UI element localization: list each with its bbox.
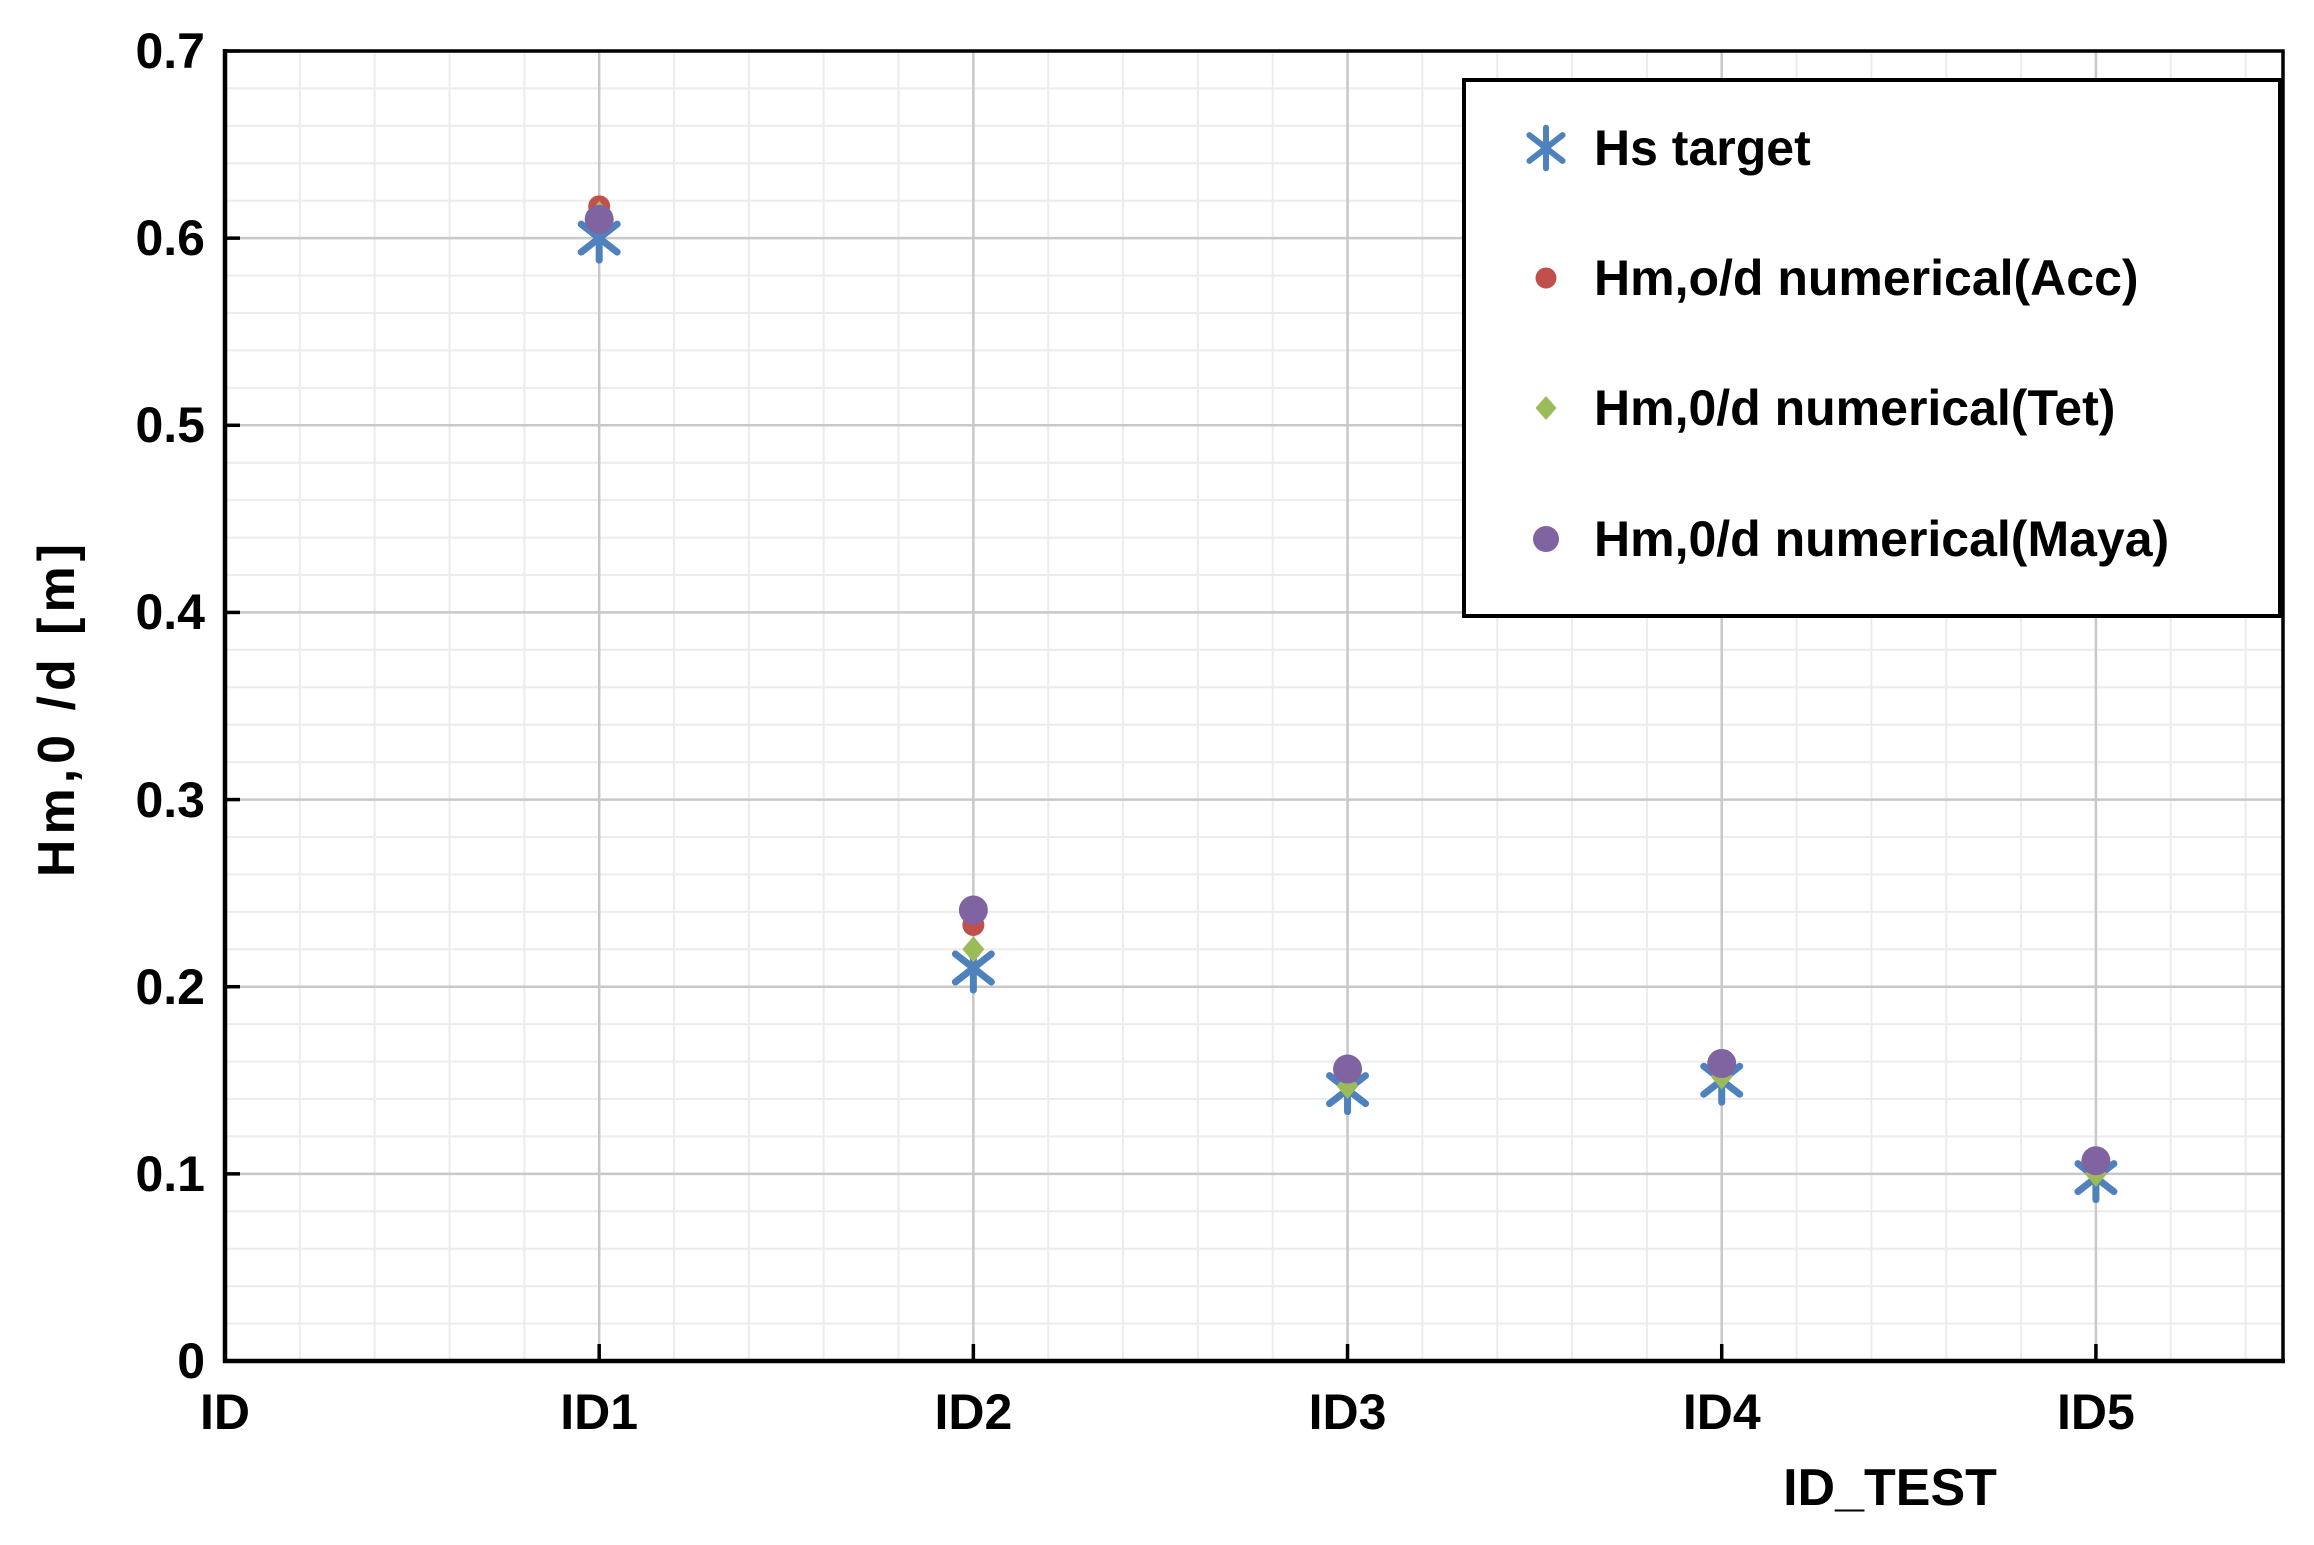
x-tick-label: ID1	[560, 1384, 639, 1440]
star-arm	[577, 220, 621, 256]
legend-marker	[1533, 526, 1559, 552]
y-tick-label: 0.3	[135, 771, 205, 828]
maya-marker-icon	[1533, 526, 1559, 552]
x-tick-label: ID	[200, 1384, 250, 1440]
x-axis-title: ID_TEST	[1783, 1459, 1997, 1517]
data-point-hm-0-d-numerical-tet	[962, 936, 985, 963]
x-tick-label: ID4	[1682, 1384, 1761, 1440]
x-tick-label: ID3	[1308, 1384, 1387, 1440]
legend-item-acc: Hm,o/d numerical(Acc)	[1514, 246, 2139, 310]
x-tick-label: ID2	[934, 1384, 1013, 1440]
legend-label: Hs target	[1594, 120, 1811, 176]
y-tick-label: 0.4	[135, 584, 205, 641]
acc-marker-icon	[1535, 267, 1557, 289]
legend-label: Hm,0/d numerical(Tet)	[1594, 380, 2116, 436]
tet-marker-icon	[1535, 396, 1557, 420]
y-tick-label: 0.7	[135, 23, 205, 79]
data-point-hm-0-d-numerical-maya	[958, 895, 988, 925]
data-point-hm-0-d-numerical-maya	[2081, 1146, 2111, 1176]
y-tick-label: 0.1	[135, 1145, 205, 1202]
hs-target-marker-icon	[1526, 124, 1566, 172]
y-tick-label: 0	[177, 1333, 205, 1389]
legend-box: Hs target Hm,o/d numerical(Acc) Hm,0/d n…	[1462, 78, 2282, 618]
legend-marker	[1535, 267, 1557, 289]
legend-item-tet: Hm,0/d numerical(Tet)	[1514, 376, 2115, 440]
y-tick-label: 0.2	[135, 958, 205, 1015]
data-point-hm-0-d-numerical-maya	[1333, 1054, 1363, 1084]
legend-item-maya: Hm,0/d numerical(Maya)	[1514, 507, 2169, 571]
legend-marker	[1535, 396, 1557, 420]
legend-item-hs-target: Hs target	[1514, 116, 1811, 180]
star-arm	[951, 950, 995, 986]
star-arm	[1526, 132, 1566, 164]
y-axis-title: Hm,0 /d [m]	[28, 538, 86, 878]
legend-label: Hm,0/d numerical(Maya)	[1594, 511, 2170, 567]
data-point-hm-0-d-numerical-maya	[584, 204, 614, 234]
x-tick-label: ID5	[2057, 1384, 2135, 1440]
y-tick-label: 0.6	[135, 210, 205, 267]
legend-label: Hm,o/d numerical(Acc)	[1594, 250, 2139, 306]
data-point-hm-0-d-numerical-maya	[1707, 1048, 1737, 1078]
y-tick-label: 0.5	[135, 397, 205, 454]
